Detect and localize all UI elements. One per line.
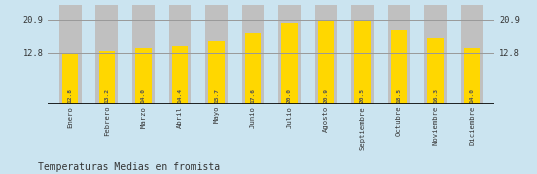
Text: 15.7: 15.7 [214, 88, 219, 103]
Bar [427, 38, 444, 104]
Text: 14.4: 14.4 [177, 88, 183, 103]
Bar [132, 5, 155, 104]
Bar [281, 23, 297, 104]
Bar [96, 5, 118, 104]
Bar [424, 5, 447, 104]
Bar [208, 41, 224, 104]
Bar [62, 53, 78, 104]
Bar [135, 48, 151, 104]
Text: 17.6: 17.6 [250, 88, 256, 103]
Text: 18.5: 18.5 [396, 88, 402, 103]
Text: 20.5: 20.5 [360, 88, 365, 103]
Bar [464, 48, 480, 104]
Text: 14.0: 14.0 [470, 88, 475, 103]
Bar [391, 30, 407, 104]
Bar [245, 33, 261, 104]
Bar [205, 5, 228, 104]
Bar [99, 51, 115, 104]
Bar [354, 21, 371, 104]
Bar [169, 5, 191, 104]
Text: 12.8: 12.8 [68, 88, 72, 103]
Bar [172, 46, 188, 104]
Bar [351, 5, 374, 104]
Bar [461, 5, 483, 104]
Text: 16.3: 16.3 [433, 88, 438, 103]
Bar [59, 5, 82, 104]
Bar [315, 5, 337, 104]
Text: 20.9: 20.9 [323, 88, 329, 103]
Bar [318, 20, 334, 104]
Text: 20.0: 20.0 [287, 88, 292, 103]
Text: 13.2: 13.2 [104, 88, 110, 103]
Text: 14.0: 14.0 [141, 88, 146, 103]
Bar [278, 5, 301, 104]
Text: Temperaturas Medias en fromista: Temperaturas Medias en fromista [38, 162, 220, 172]
Bar [388, 5, 410, 104]
Bar [242, 5, 264, 104]
